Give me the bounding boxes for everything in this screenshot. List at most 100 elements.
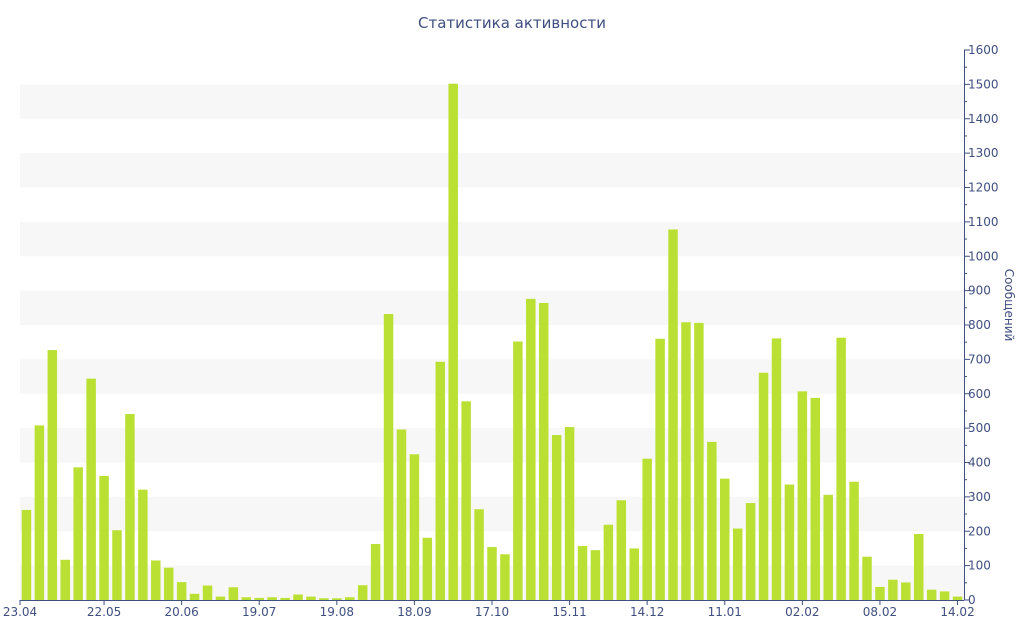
bar[interactable] [435, 361, 446, 600]
bar[interactable] [99, 475, 109, 600]
bar[interactable] [112, 530, 122, 600]
bar[interactable] [254, 597, 264, 600]
bar[interactable] [577, 546, 588, 600]
bar[interactable] [526, 298, 536, 600]
bar[interactable] [694, 322, 704, 600]
bar[interactable] [125, 414, 135, 600]
bar[interactable] [823, 494, 833, 600]
bar[interactable] [370, 543, 381, 600]
bar[interactable] [500, 554, 510, 600]
bar[interactable] [86, 378, 96, 600]
bar[interactable] [771, 338, 782, 600]
bar[interactable] [47, 350, 58, 600]
bar[interactable] [952, 596, 963, 600]
bar[interactable] [655, 338, 665, 600]
bar[interactable] [629, 548, 639, 600]
bar[interactable] [616, 500, 627, 600]
grid-bands [20, 84, 964, 600]
bar[interactable] [280, 597, 290, 600]
bar[interactable] [720, 478, 730, 600]
y-tick-label: 400 [968, 456, 991, 470]
bar[interactable] [836, 337, 846, 600]
bar[interactable] [357, 585, 368, 600]
bar[interactable] [668, 229, 678, 600]
bar[interactable] [564, 427, 575, 600]
grid-band [20, 359, 964, 394]
bar[interactable] [926, 589, 937, 600]
bar[interactable] [409, 454, 420, 600]
y-tick-label: 1000 [968, 249, 999, 263]
y-tick-label: 0 [968, 593, 976, 607]
bar[interactable] [707, 441, 717, 600]
bar[interactable] [538, 303, 549, 600]
y-tick-label: 200 [968, 524, 991, 538]
bar[interactable] [396, 429, 407, 601]
x-tick-label: 23.04 [3, 605, 37, 619]
bar[interactable] [422, 537, 433, 600]
bar[interactable] [60, 559, 71, 600]
bar[interactable] [474, 509, 484, 600]
bar[interactable] [913, 534, 924, 600]
bar[interactable] [875, 586, 885, 600]
bar[interactable] [202, 585, 213, 600]
x-tick-label: 02.02 [785, 605, 819, 619]
bar[interactable] [797, 391, 808, 600]
x-tick-label: 18.09 [397, 605, 431, 619]
bar[interactable] [810, 397, 821, 600]
bar[interactable] [267, 597, 277, 600]
bar[interactable] [681, 322, 691, 600]
bar[interactable] [939, 591, 950, 600]
bar[interactable] [603, 524, 614, 600]
bar[interactable] [332, 598, 342, 600]
y-tick-label: 1400 [968, 112, 999, 126]
bar[interactable] [383, 314, 394, 600]
x-tick-label: 08.02 [863, 605, 897, 619]
bar[interactable] [590, 550, 601, 600]
x-tick-label: 17.10 [475, 605, 509, 619]
bar[interactable] [642, 458, 652, 600]
bar[interactable] [21, 509, 32, 600]
bar[interactable] [862, 556, 872, 600]
chart-title: Статистика активности [418, 14, 606, 32]
bar[interactable] [228, 587, 239, 600]
bar[interactable] [849, 481, 859, 600]
x-tick-label: 19.07 [242, 605, 276, 619]
bar[interactable] [551, 435, 562, 600]
y-tick-label: 1600 [968, 43, 999, 57]
bar[interactable] [138, 489, 148, 600]
bar[interactable] [745, 503, 756, 600]
bar[interactable] [732, 528, 743, 601]
bar[interactable] [901, 582, 911, 600]
y-axis-label: Сообщений [1002, 269, 1016, 342]
bar[interactable] [513, 341, 523, 601]
bar[interactable] [306, 596, 316, 600]
bar[interactable] [34, 425, 45, 600]
bar[interactable] [293, 594, 303, 601]
x-tick-label: 14.02 [940, 605, 974, 619]
bar[interactable] [176, 582, 187, 600]
bar[interactable] [215, 596, 226, 600]
grid-band [20, 428, 964, 463]
bar[interactable] [189, 593, 200, 600]
bar[interactable] [448, 83, 458, 600]
bar[interactable] [319, 598, 329, 600]
bar[interactable] [73, 467, 83, 600]
y-tick-label: 1100 [968, 215, 999, 229]
bar[interactable] [461, 401, 471, 600]
bar[interactable] [758, 372, 769, 600]
bar[interactable] [151, 560, 161, 600]
bar[interactable] [487, 547, 497, 600]
grid-band [20, 153, 964, 188]
bar[interactable] [888, 579, 898, 600]
bar[interactable] [163, 567, 174, 600]
bar[interactable] [241, 597, 252, 600]
y-tick-label: 100 [968, 559, 991, 573]
bar[interactable] [784, 484, 795, 601]
x-tick-label: 22.05 [87, 605, 121, 619]
y-tick-label: 800 [968, 318, 991, 332]
bar[interactable] [345, 597, 355, 600]
x-tick-label: 20.06 [164, 605, 198, 619]
x-tick-label: 15.11 [552, 605, 586, 619]
